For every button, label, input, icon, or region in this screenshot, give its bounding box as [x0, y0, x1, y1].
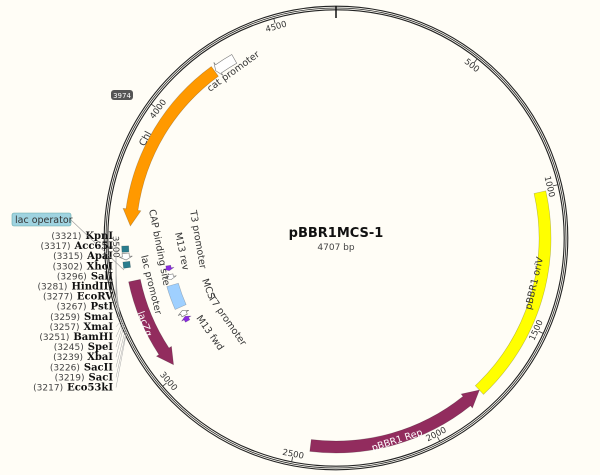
feature-m13fwd[interactable]: [181, 315, 192, 323]
enzyme-labels: KpnI (3321)Acc65I(3317) ApaI(3315) XhoI (330…: [33, 231, 127, 394]
plasmid-backbone: [103, 5, 569, 471]
features: [119, 54, 552, 454]
enzyme-name: ApaI: [86, 251, 113, 262]
enzyme-leader-line: [115, 316, 122, 320]
tick-mark: [273, 18, 276, 24]
enzyme-position: (3277): [43, 293, 73, 303]
enzyme-leader-line: [115, 330, 127, 378]
enzyme-position: (3296): [57, 272, 87, 282]
enzyme-name: SacI: [89, 372, 114, 383]
tick-label: 3500: [110, 236, 121, 258]
enzyme-name: SacII: [84, 362, 113, 373]
enzyme-leader-line: [115, 306, 122, 317]
enzyme-site-spei[interactable]: SpeI (3245): [54, 323, 124, 353]
tick-mark: [552, 184, 558, 187]
enzyme-position: (3245): [54, 343, 84, 353]
svg-text:3974: 3974: [113, 92, 131, 100]
enzyme-position: (3315): [53, 252, 83, 262]
enzyme-site-hindiii[interactable]: HindIII(3281): [38, 282, 120, 313]
plasmid-length: 4707 bp: [317, 243, 354, 253]
feature-lacZ[interactable]: [128, 279, 174, 366]
enzyme-site-saci[interactable]: SacI (3219): [55, 330, 127, 383]
enzyme-name: BamHI: [73, 332, 113, 343]
enzyme-site-xmai[interactable]: XmaI (3257): [50, 319, 123, 333]
feature-t3[interactable]: [164, 273, 177, 280]
enzyme-position: (3259): [50, 313, 80, 323]
svg-text:lac operator: lac operator: [15, 215, 73, 226]
tick-mark: [437, 436, 440, 442]
enzyme-leader-line: [115, 286, 120, 313]
enzyme-name: SpeI: [88, 342, 114, 353]
enzyme-site-bamhi[interactable]: BamHI (3251): [39, 321, 123, 343]
enzyme-leader-line: [115, 324, 125, 358]
label-m13rev[interactable]: M13 rev: [172, 231, 191, 271]
enzyme-position: (3217): [33, 384, 63, 394]
enzyme-name: XhoI: [87, 261, 114, 272]
feature-rep[interactable]: [309, 389, 480, 454]
feature-laco[interactable]: [122, 260, 131, 269]
enzyme-name: HindIII: [71, 282, 113, 293]
tick-label: 2500: [281, 448, 304, 462]
enzyme-name: SmaI: [84, 312, 113, 323]
enzyme-name: Acc65I: [73, 241, 113, 252]
tick-mark: [162, 382, 167, 387]
enzyme-leader-line: [115, 321, 123, 338]
enzyme-name: XbaI: [87, 352, 113, 363]
enzyme-position: (3317): [41, 242, 71, 252]
enzyme-position: (3321): [51, 232, 81, 242]
tick-label: 4500: [264, 20, 288, 36]
feature-m13rev[interactable]: [163, 264, 175, 272]
feature-chl[interactable]: [122, 66, 219, 227]
position-badge[interactable]: 3974: [111, 90, 133, 100]
enzyme-name: SalI: [91, 271, 114, 282]
tick-mark: [291, 456, 294, 462]
label-lac-operator[interactable]: lac operator: [11, 212, 125, 271]
enzyme-position: (3267): [57, 303, 87, 313]
feature-lacp[interactable]: [119, 252, 133, 261]
tick-mark: [538, 330, 544, 334]
tick-mark: [473, 58, 478, 64]
feature-t7[interactable]: [177, 310, 189, 318]
enzyme-name: KpnI: [85, 231, 113, 242]
enzyme-position: (3251): [39, 333, 69, 343]
enzyme-position: (3281): [38, 283, 68, 293]
enzyme-site-psti[interactable]: PstI (3267): [57, 302, 122, 317]
enzyme-site-eco53ki[interactable]: Eco53kI (3217): [33, 330, 127, 394]
enzyme-leader-line: [115, 296, 121, 315]
enzyme-site-ecorv[interactable]: EcoRV (3277): [43, 292, 121, 315]
label-t3[interactable]: T3 promoter: [187, 209, 208, 270]
enzyme-name: XmaI: [84, 322, 114, 333]
enzyme-leader-line: [115, 323, 124, 348]
plasmid-name: pBBR1MCS-1: [289, 226, 384, 241]
feature-cat-promoter[interactable]: [213, 54, 238, 76]
enzyme-leader-line: [115, 319, 123, 328]
enzyme-leader-line: [115, 330, 127, 388]
enzyme-position: (3219): [55, 373, 85, 383]
enzyme-position: (3239): [53, 353, 83, 363]
enzyme-position: (3226): [50, 363, 80, 373]
enzyme-site-smai[interactable]: SmaI (3259): [50, 312, 122, 323]
feature-oriV[interactable]: [474, 190, 552, 395]
enzyme-site-sacii[interactable]: SacII (3226): [50, 328, 126, 373]
feature-mcs[interactable]: [166, 282, 187, 310]
enzyme-site-xbai[interactable]: XbaI (3239): [53, 324, 125, 363]
enzyme-leader-line: [115, 328, 126, 368]
enzyme-position: (3257): [50, 323, 80, 333]
enzyme-position: (3302): [53, 262, 83, 272]
enzyme-name: EcoRV: [77, 292, 113, 303]
feature-cap[interactable]: [121, 245, 130, 253]
enzyme-name: Eco53kI: [67, 383, 113, 394]
enzyme-name: PstI: [91, 302, 114, 313]
tick-mark: [151, 103, 156, 108]
